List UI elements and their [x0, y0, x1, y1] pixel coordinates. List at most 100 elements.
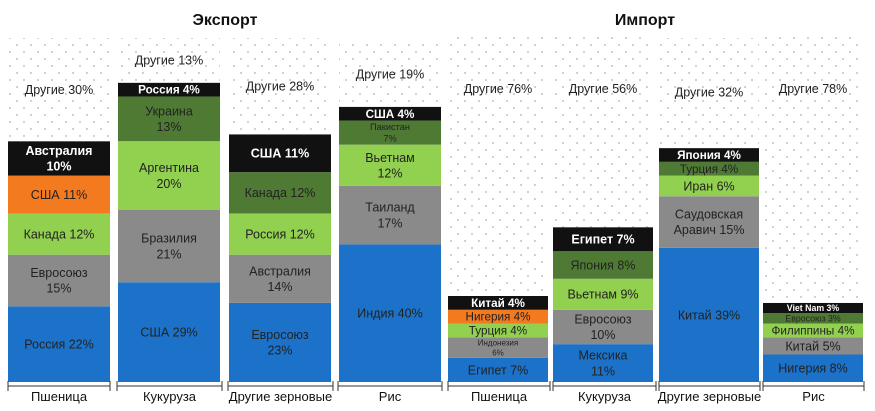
bar-3: Китай 39% Саудовская Аравич 15% Иран 6% Турц… — [659, 38, 759, 382]
bar-segment — [8, 141, 110, 176]
segment-label: Япония 4% — [677, 149, 741, 162]
bar-segment — [229, 254, 331, 303]
segment-label: Бразилия 21% — [141, 232, 197, 262]
bar-segment — [118, 82, 220, 97]
segment-label: Другие 30% — [25, 83, 94, 97]
bar-segment — [229, 213, 331, 255]
bar-segment — [8, 38, 110, 142]
segment-label: США 11% — [31, 188, 87, 202]
segment-label: Другие 76% — [464, 82, 533, 96]
segment-label: Россия 22% — [24, 338, 93, 352]
segment-label: Пакистан 7% — [370, 122, 410, 144]
bar-segment — [553, 344, 653, 382]
bar-segment — [339, 106, 441, 121]
segment-label: Нигерия 4% — [466, 311, 531, 324]
category-label: Кукуруза — [578, 389, 632, 404]
bar-2: Мексика 11% Евросоюз 10% Вьетнам 9% Япония 8%… — [553, 34, 653, 382]
bar-segment — [339, 144, 441, 186]
bar-segment — [339, 120, 441, 145]
bar-segment — [763, 354, 863, 382]
segment-label: Саудовская Аравич 15% — [674, 208, 745, 238]
segment-label: Мексика 11% — [578, 349, 627, 379]
segment-label: Турция 4% — [469, 324, 527, 337]
bar-segment — [763, 302, 863, 314]
bar-segment — [339, 41, 441, 107]
segment-label: Китай 39% — [678, 308, 740, 322]
bar-segment — [118, 38, 220, 83]
segment-label: Австралия 10% — [26, 144, 93, 174]
segment-label: Канада 12% — [245, 186, 316, 200]
bar-4: Нигерия 8% Китай 5% Филиппины 4%Евросоюз 3… — [763, 34, 863, 382]
segment-label: Турция 4% — [680, 163, 738, 176]
bar-segment — [448, 323, 548, 338]
bar-4: Индия 40% Таиланд 17% Вьетнам 12% Пакистан 7%С… — [339, 41, 441, 382]
bar-segment — [229, 302, 331, 382]
segment-label: Иран 6% — [683, 179, 734, 193]
bar-1: Россия 22% Евросоюз 15% Канада 12% США 11% Ав… — [8, 38, 110, 382]
bar-segment — [118, 141, 220, 210]
segment-label: Австралия 14% — [249, 264, 311, 294]
segment-label: Аргентина 20% — [139, 161, 199, 191]
bar-segment — [659, 148, 759, 162]
category-label: Кукуруза — [143, 389, 197, 404]
bar-segment — [118, 96, 220, 142]
bar-segment — [118, 210, 220, 283]
bar-segment — [659, 161, 759, 176]
bar-segment — [553, 309, 653, 345]
bar-segment — [553, 34, 653, 228]
category-label: Пшеница — [31, 389, 88, 404]
segment-label: Канада 12% — [24, 227, 95, 241]
bar-segment — [448, 34, 548, 297]
bar-segment — [339, 244, 441, 382]
segment-label: Другие 78% — [779, 82, 848, 96]
segment-label: США 11% — [251, 147, 309, 161]
segment-label: Россия 4% — [138, 84, 200, 97]
bar-segment — [448, 309, 548, 324]
bar-segment — [118, 282, 220, 382]
bar-segment — [553, 227, 653, 252]
bar-1: Египет 7% Индонезия 6%Турция 4%Нигерия 4%К… — [448, 34, 548, 382]
segment-label: Япония 8% — [571, 258, 636, 272]
bar-segment — [448, 357, 548, 382]
bar-segment — [8, 175, 110, 214]
segment-label: Филиппины 4% — [772, 324, 855, 337]
bar-segment — [553, 251, 653, 279]
bar-segment — [659, 247, 759, 382]
bar-segment — [659, 175, 759, 197]
bar-segment — [659, 196, 759, 248]
segment-label: Украина 13% — [145, 104, 193, 134]
category-label: Другие зерновые — [658, 389, 761, 404]
segment-label: США 4% — [366, 108, 415, 121]
segment-label: Другие 32% — [675, 85, 744, 99]
segment-label: Индия 40% — [357, 307, 422, 321]
segment-label: Viet Nam 3% — [787, 303, 840, 313]
segment-label: Китай 4% — [471, 297, 525, 310]
segment-label: Таиланд 17% — [365, 201, 415, 231]
bar-segment — [448, 337, 548, 358]
category-label: Рис — [802, 389, 825, 404]
panel-export: Экспорт Россия 22% Евросоюз 15% Канада 12% СШ… — [7, 12, 443, 404]
bar-segment — [763, 323, 863, 338]
bar-2: США 29% Бразилия 21% Аргентина 20% Украина 13%… — [118, 38, 220, 382]
bar-segment — [8, 254, 110, 307]
bar-segment — [229, 134, 331, 173]
segment-label: Нигерия 8% — [778, 362, 848, 376]
segment-label: Другие 56% — [569, 82, 638, 96]
bar-segment — [229, 38, 331, 135]
segment-label: Китай 5% — [785, 339, 840, 353]
bar-segment — [229, 172, 331, 214]
bar-segment — [763, 34, 863, 303]
bar-segment — [763, 337, 863, 355]
segment-label: Евросоюз 15% — [30, 266, 88, 296]
panel-title: Экспорт — [193, 12, 258, 29]
bar-segment — [763, 313, 863, 324]
segment-label: Индонезия 6% — [478, 338, 518, 357]
segment-label: Другие 19% — [356, 67, 425, 81]
bar-segment — [8, 306, 110, 382]
bar-segment — [8, 213, 110, 255]
segment-label: Россия 12% — [245, 227, 314, 241]
segment-label: Вьетнам 12% — [365, 151, 415, 181]
segment-label: Евросоюз 23% — [251, 328, 309, 358]
